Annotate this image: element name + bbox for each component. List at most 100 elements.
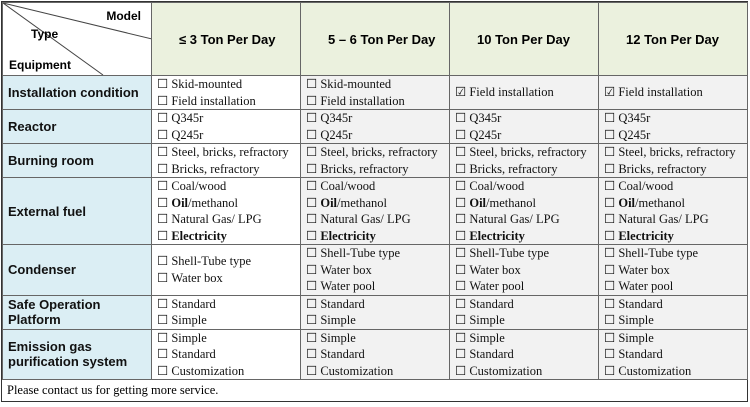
option-item: Q245r	[604, 127, 742, 143]
option-text: Coal/wood	[469, 179, 525, 193]
option-bold: Electricity	[469, 228, 525, 243]
option-cell: Field installation	[598, 75, 748, 110]
option-item: Bricks, refractory	[604, 161, 742, 177]
option-text: Natural Gas/ LPG	[320, 212, 411, 226]
option-item: Oil/methanol	[157, 195, 295, 212]
option-text: Q345r	[469, 111, 502, 125]
option-text: Simple	[320, 313, 356, 327]
option-text: Q245r	[618, 127, 651, 142]
option-cell: Coal/woodOil/methanolNatural Gas/ LPGEle…	[151, 177, 301, 245]
option-text: Steel, bricks, refractory	[618, 145, 736, 159]
option-text: Standard	[320, 296, 365, 311]
option-item: Steel, bricks, refractory	[604, 145, 742, 161]
table-row: Safe Operation PlatformStandardSimpleSta…	[2, 294, 748, 330]
option-text: Field installation	[469, 85, 554, 100]
option-item: Customization	[157, 363, 295, 379]
option-cell: Standard Simple	[598, 294, 748, 330]
option-cell: Skid-mounted Field installation	[151, 75, 301, 110]
row-label: Reactor	[2, 109, 152, 144]
row-label: Burning room	[2, 143, 152, 178]
option-bold: Electricity	[320, 228, 376, 243]
option-text: Standard	[618, 347, 663, 361]
option-cell: Steel, bricks, refractory Bricks, refract…	[598, 143, 748, 178]
option-item: Customization	[604, 363, 742, 379]
row-label: Emission gas purification system	[2, 328, 152, 380]
row-label: Safe Operation Platform	[2, 294, 152, 330]
option-item: Steel, bricks, refractory	[306, 145, 444, 161]
option-cell: Standard Simple	[151, 294, 301, 330]
option-text: Bricks, refractory	[469, 161, 558, 176]
option-item: Steel, bricks, refractory	[455, 145, 593, 161]
column-header: 5 – 6 Ton Per Day	[300, 2, 450, 76]
option-item: Bricks, refractory	[306, 161, 444, 177]
option-item: Natural Gas/ LPG	[306, 211, 444, 228]
option-text: Simple	[320, 330, 356, 345]
option-item: Natural Gas/ LPG	[455, 211, 593, 228]
table-row: CondenserShell-Tube typeWater boxShell-T…	[2, 244, 748, 296]
table-row: Emission gas purification system Simple St…	[2, 328, 748, 380]
option-cell: Q345r Q245r	[300, 109, 450, 144]
option-cell: Simple Standard Customization	[598, 328, 748, 380]
option-item: Standard	[455, 346, 593, 363]
option-cell: Coal/woodOil/methanolNatural Gas/ LPGEle…	[598, 177, 748, 245]
option-cell: Skid-mounted Field installation	[300, 75, 450, 110]
option-text: Coal/wood	[320, 179, 376, 193]
option-text: Shell-Tube type	[618, 246, 699, 260]
option-cell: Simple Standard Customization	[449, 328, 599, 380]
option-item: Coal/wood	[157, 179, 295, 195]
corner-diagonals	[3, 3, 151, 75]
option-text: Field installation	[320, 93, 405, 108]
option-text: Simple	[171, 330, 207, 345]
column-header: ≤ 3 Ton Per Day	[151, 2, 301, 76]
option-text: Natural Gas/ LPG	[618, 212, 709, 226]
option-item: Field installation	[604, 84, 742, 101]
row-label: Installation condition	[2, 75, 152, 110]
option-item: Standard	[455, 296, 593, 312]
option-item: Standard	[604, 296, 742, 312]
option-item: Coal/wood	[604, 179, 742, 195]
option-item: Q345r	[455, 111, 593, 127]
option-text: Customization	[320, 363, 394, 378]
option-item: Simple	[455, 312, 593, 328]
option-item: Customization	[455, 363, 593, 379]
row-label: External fuel	[2, 177, 152, 245]
option-cell: Q345r Q245r	[449, 109, 599, 144]
option-text: Standard	[469, 347, 514, 361]
option-item: Oil/methanol	[455, 195, 593, 212]
option-item: Q345r	[157, 111, 295, 127]
option-item: Electricity	[455, 228, 593, 244]
option-text: Water box	[171, 270, 223, 285]
option-bold: Oil	[320, 195, 338, 210]
option-bold: Oil	[171, 195, 189, 210]
option-item: Water box	[306, 262, 444, 279]
option-item: Electricity	[157, 228, 295, 244]
option-text: Field installation	[171, 93, 256, 108]
option-text: Bricks, refractory	[320, 161, 409, 176]
option-text: Customization	[171, 363, 245, 378]
option-text: Standard	[171, 296, 216, 311]
option-item: Field installation	[157, 93, 295, 109]
corner-model: Model	[106, 9, 141, 23]
option-text: Shell-Tube type	[171, 254, 252, 269]
option-item: Skid-mounted	[306, 77, 444, 93]
option-cell: Steel, bricks, refractory Bricks, refract…	[449, 143, 599, 178]
option-text: /methanol	[337, 195, 388, 210]
option-text: /methanol	[188, 195, 239, 210]
option-item: Electricity	[306, 228, 444, 244]
option-item: Oil/methanol	[604, 195, 742, 212]
option-cell: Simple Standard Customization	[300, 328, 450, 380]
option-text: Water box	[618, 262, 670, 277]
option-text: Natural Gas/ LPG	[469, 212, 560, 226]
option-item: Q245r	[157, 127, 295, 143]
option-text: Q245r	[320, 127, 353, 142]
option-cell: Q345r Q245r	[598, 109, 748, 144]
option-item: Simple	[157, 312, 295, 328]
option-item: Natural Gas/ LPG	[157, 211, 295, 228]
option-cell: Field installation	[449, 75, 599, 110]
option-text: Field installation	[618, 85, 703, 100]
option-item: Bricks, refractory	[455, 161, 593, 177]
option-item: Simple	[306, 330, 444, 346]
option-item: Natural Gas/ LPG	[604, 211, 742, 228]
option-text: /methanol	[486, 195, 537, 210]
option-item: Q345r	[604, 111, 742, 127]
